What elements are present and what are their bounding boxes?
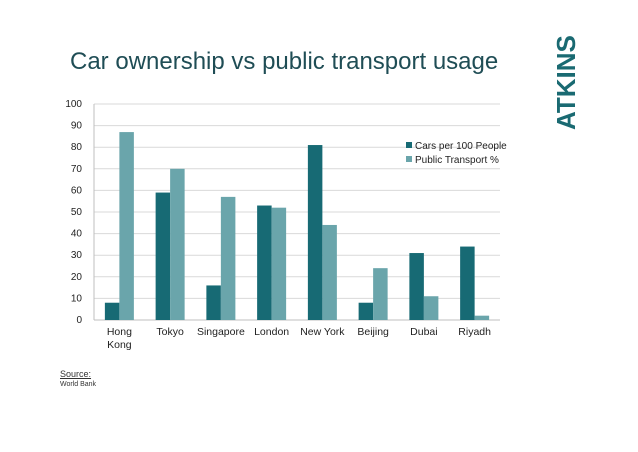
bar-cars [155,192,171,320]
x-tick-label: London [254,326,289,338]
bar-public-transport [474,315,490,320]
y-tick-label: 40 [71,229,83,240]
bar-public-transport [170,168,185,320]
legend-swatch [406,156,412,162]
legend-label: Public Transport % [415,155,499,166]
x-tick-label-line: Tokyo [156,326,184,338]
y-tick-label: 10 [71,293,83,304]
bar-public-transport [119,132,134,320]
bar-public-transport [271,207,287,320]
slide-title: Car ownership vs public transport usage [70,48,499,75]
bar-cars [307,145,323,320]
x-tick-label: Tokyo [156,326,184,338]
y-tick-label: 50 [71,207,83,218]
y-tick-label: 100 [65,99,82,110]
legend-label: Cars per 100 People [415,141,507,152]
bar-cars [358,302,374,320]
y-tick-label: 90 [71,121,83,132]
source-label: Source: [60,369,92,379]
y-tick-label: 30 [71,250,83,261]
x-tick-label: Beijing [357,326,389,338]
x-tick-label-line: Singapore [197,326,245,338]
bar-cars [206,285,221,320]
bar-public-transport [220,196,236,320]
y-tick-label: 70 [71,164,83,175]
x-tick-label-line: Beijing [357,326,389,338]
atkins-logo: ATKINS [551,35,581,130]
source-text: World Bank [60,381,97,388]
x-tick-label: Dubai [410,326,437,338]
x-tick-label-line: London [254,326,289,338]
y-tick-label: 20 [71,272,83,283]
legend-swatch [406,142,412,148]
bar-public-transport [322,224,337,320]
y-tick-label: 60 [71,185,83,196]
logo-text: ATKINS [551,35,581,130]
x-tick-label-line: Riyadh [458,326,491,338]
bar-public-transport [373,268,388,320]
x-tick-label-line: Hong [107,326,132,338]
x-tick-label: Singapore [197,326,245,338]
x-tick-label-line: Dubai [410,326,437,338]
bar-cars [409,253,424,320]
x-tick-label: Hong Kong [107,326,132,351]
bar-cars [460,246,475,320]
x-tick-label: New York [300,326,345,338]
x-tick-label-line: New York [300,326,345,338]
bar-cars [104,302,120,320]
x-tick-label: Riyadh [458,326,491,338]
y-tick-label: 80 [71,142,83,153]
x-tick-label-line: Kong [107,339,132,351]
y-tick-label: 0 [76,315,82,326]
bar-public-transport [423,296,439,320]
bar-cars [257,205,272,320]
